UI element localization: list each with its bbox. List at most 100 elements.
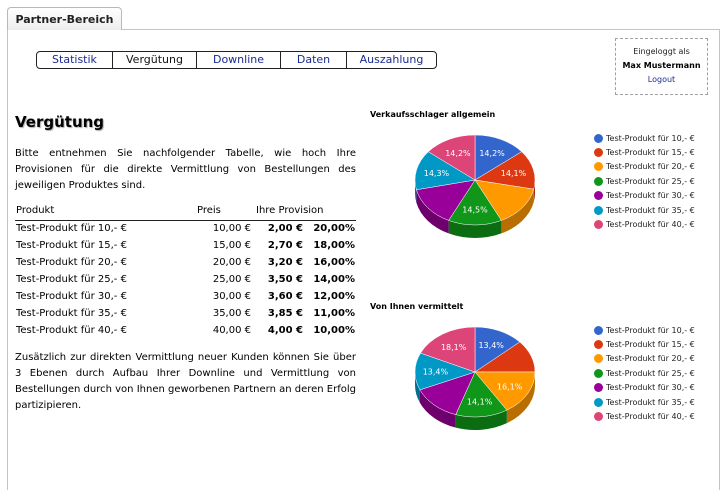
legend-label: Test-Produkt für 15,- € — [606, 340, 695, 350]
legend-color-dot — [594, 176, 603, 186]
legend-item: Test-Produkt für 20,- € — [594, 352, 695, 366]
legend-item: Test-Produkt für 10,- € — [594, 323, 695, 337]
nav-statistik[interactable]: Statistik — [37, 52, 113, 68]
cell-percent: 20,00% — [313, 223, 355, 235]
pie-slice-side — [419, 389, 456, 428]
table-row: Test-Produkt für 10,- € 10,00 € 2,00 € 2… — [15, 220, 356, 237]
legend-item: Test-Produkt für 10,- € — [594, 131, 695, 145]
cell-product: Test-Produkt für 40,- € — [16, 325, 127, 336]
legend-label: Test-Produkt für 25,- € — [606, 368, 695, 378]
header-price: Preis — [197, 203, 255, 221]
cell-product: Test-Produkt für 10,- € — [16, 223, 127, 235]
commission-table: Produkt Preis Ihre Provision Test-Produk… — [15, 203, 356, 339]
cell-price: 10,00 € — [212, 223, 251, 235]
pie-slice-side — [501, 189, 534, 234]
table-row: Test-Produkt für 30,- € 30,00 € 3,60 € 1… — [15, 288, 356, 305]
cell-amount: 3,85 € — [267, 308, 303, 319]
cell-percent: 10,00% — [313, 325, 355, 336]
legend-color-dot — [594, 191, 603, 201]
table-row: Test-Produkt für 35,- € 35,00 € 3,85 € 1… — [15, 305, 356, 322]
legend-label: Test-Produkt für 30,- € — [606, 191, 695, 201]
content-frame — [7, 29, 720, 490]
nav-auszahlung[interactable]: Auszahlung — [359, 53, 424, 66]
legend-referred: Test-Produkt für 10,- € Test-Produkt für … — [594, 323, 695, 424]
table-row: Test-Produkt für 25,- € 25,00 € 3,50 € 1… — [15, 271, 356, 288]
pie-slice-7[interactable] — [420, 326, 476, 373]
cell-amount: 2,70 € — [267, 240, 303, 251]
legend-color-dot — [594, 162, 603, 172]
legend-color-dot — [594, 133, 603, 143]
cell-amount: 3,20 € — [267, 257, 303, 268]
pie-slice-6[interactable] — [414, 151, 476, 191]
cell-price: 35,00 € — [212, 308, 251, 319]
pie-slice-label: 13,4% — [423, 368, 449, 377]
legend-color-dot — [594, 383, 603, 393]
pie-slice-label: 14,3% — [424, 169, 450, 178]
pie-slice-4[interactable] — [448, 179, 502, 226]
pie-slice-side — [506, 372, 535, 424]
header-product: Produkt — [15, 203, 197, 221]
pie-chart-bestsellers: 14,2% 14,1% 14,5% 14,3% 14,2% — [414, 134, 536, 238]
legend-item: Test-Produkt für 40,- € — [594, 217, 695, 231]
legend-label: Test-Produkt für 40,- € — [606, 220, 695, 230]
main-nav: Statistik Vergütung Downline Daten Ausza… — [36, 51, 437, 69]
intro-text: Bitte entnehmen Sie nachfolgender Tabell… — [15, 148, 356, 191]
cell-percent: 16,00% — [313, 257, 355, 268]
pie-slice-5[interactable] — [416, 179, 476, 221]
legend-color-dot — [594, 412, 603, 422]
cell-product: Test-Produkt für 15,- € — [16, 240, 127, 251]
cell-product: Test-Produkt für 20,- € — [16, 257, 127, 268]
legend-label: Test-Produkt für 20,- € — [606, 162, 695, 172]
pie-slice-3[interactable] — [474, 179, 535, 221]
pie-slice-7[interactable] — [427, 134, 476, 181]
pie-slice-label: 13,4% — [478, 341, 504, 350]
cell-amount: 4,00 € — [267, 325, 303, 336]
legend-color-dot — [594, 205, 603, 215]
pie-slice-side — [415, 372, 420, 403]
legend-label: Test-Produkt für 20,- € — [606, 354, 695, 364]
cell-percent: 14,00% — [313, 274, 355, 285]
legend-label: Test-Produkt für 30,- € — [606, 383, 695, 393]
legend-item: Test-Produkt für 15,- € — [594, 145, 695, 159]
legend-item: Test-Produkt für 35,- € — [594, 203, 695, 217]
table-header-row: Produkt Preis Ihre Provision — [15, 203, 356, 221]
pie-slice-side — [455, 410, 507, 430]
cell-price: 30,00 € — [212, 291, 251, 302]
nav-verguetung[interactable]: Vergütung — [113, 52, 197, 68]
cell-price: 20,00 € — [212, 257, 251, 268]
pie-slice-label: 14,1% — [467, 397, 493, 406]
logout-link[interactable]: Logout — [647, 75, 676, 84]
cell-price: 40,00 € — [212, 325, 251, 336]
partner-area-tab[interactable]: Partner-Bereich — [7, 7, 122, 30]
legend-color-dot — [594, 368, 603, 378]
nav-daten[interactable]: Daten — [281, 52, 347, 68]
legend-bestsellers: Test-Produkt für 10,- € Test-Produkt für … — [594, 131, 695, 232]
legend-item: Test-Produkt für 25,- € — [594, 366, 695, 380]
header-provision: Ihre Provision — [255, 203, 356, 221]
pie-slice-2[interactable] — [474, 151, 536, 190]
legend-label: Test-Produkt für 35,- € — [606, 205, 695, 215]
cell-product: Test-Produkt für 30,- € — [16, 291, 127, 302]
pie-slice-3[interactable] — [474, 371, 536, 411]
logged-in-user: Max Mustermann — [622, 61, 701, 70]
nav-downline[interactable]: Downline — [197, 52, 281, 68]
cell-amount: 2,00 € — [267, 223, 303, 235]
legend-color-dot — [594, 354, 603, 364]
legend-item: Test-Produkt für 25,- € — [594, 174, 695, 188]
chart-title-bestsellers: Verkaufsschlager allgemein — [370, 110, 496, 119]
chart-title-referred: Von Ihnen vermittelt — [370, 302, 464, 311]
table-row: Test-Produkt für 40,- € 40,00 € 4,00 € 1… — [15, 322, 356, 339]
pie-slice-label: 14,1% — [501, 169, 527, 178]
pie-slice-side — [416, 189, 449, 234]
legend-label: Test-Produkt für 15,- € — [606, 148, 695, 158]
legend-label: Test-Produkt für 35,- € — [606, 397, 695, 407]
pie-slice-1[interactable] — [474, 134, 523, 181]
table-row: Test-Produkt für 20,- € 20,00 € 3,20 € 1… — [15, 254, 356, 271]
pie-slice-4[interactable] — [455, 371, 508, 418]
pie-slice-label: 16,1% — [497, 382, 523, 391]
legend-item: Test-Produkt für 35,- € — [594, 395, 695, 409]
cell-percent: 11,00% — [313, 308, 355, 319]
legend-item: Test-Produkt für 40,- € — [594, 409, 695, 423]
cell-percent: 18,00% — [313, 240, 355, 251]
downline-info-text: Zusätzlich zur direkten Vermittlung neue… — [15, 352, 356, 411]
